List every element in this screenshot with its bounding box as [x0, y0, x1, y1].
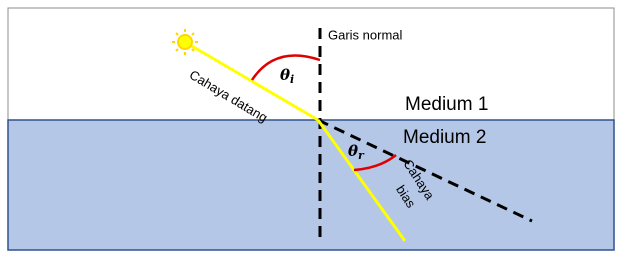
- normal-label: Garis normal: [328, 27, 403, 42]
- medium-2-area: [8, 120, 614, 250]
- medium-2-label: Medium 2: [403, 127, 486, 148]
- angle-symbol: θ: [280, 66, 290, 84]
- refraction-diagram: Garis normal Medium 1 Medium 2 Cahaya da…: [0, 0, 622, 258]
- medium-1-area: [8, 8, 614, 120]
- angle-symbol: θ: [348, 142, 358, 160]
- angle-subscript: i: [290, 73, 294, 86]
- medium-1-label: Medium 1: [405, 94, 488, 115]
